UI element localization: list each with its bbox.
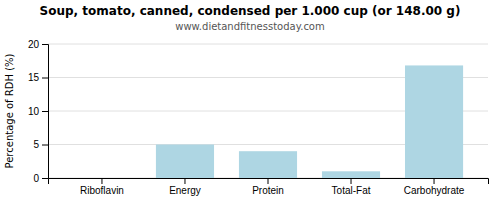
chart: Soup, tomato, canned, condensed per 1.00… [0, 0, 500, 200]
y-tick-label: 15 [28, 72, 40, 83]
x-tick-label: Energy [169, 185, 201, 196]
y-tick-mark [42, 111, 48, 112]
y-tick-mark [42, 44, 48, 45]
x-tick-mark [434, 178, 435, 184]
bar [73, 178, 131, 179]
bar [239, 151, 297, 178]
y-tick-mark [42, 78, 48, 79]
y-tick-label: 5 [33, 139, 39, 150]
bars [156, 65, 463, 178]
subtitle: www.dietandfitnesstoday.com [175, 21, 324, 32]
x-tick: Riboflavin [80, 178, 124, 196]
x-tick-mark [351, 178, 352, 184]
y-tick-label: 10 [28, 106, 40, 117]
x-tick-mark [184, 178, 185, 184]
x-tick: Energy [169, 178, 201, 196]
x-axis: Riboflavin Energy Protein Total-Fat Carbohyd… [49, 178, 489, 196]
x-tick-mark [268, 178, 269, 184]
plot: Riboflavin Energy Protein Total-Fat Carbohyd… [28, 39, 489, 196]
grid-line [48, 44, 488, 45]
grid [48, 44, 488, 178]
bar [405, 65, 463, 178]
y-tick-mark [42, 145, 48, 146]
y-axis: 0 5 10 15 20 [28, 39, 49, 184]
bar [322, 171, 380, 178]
title: Soup, tomato, canned, condensed per 1.00… [40, 4, 461, 18]
x-tick-label: Total-Fat [332, 185, 371, 196]
x-tick: Total-Fat [332, 178, 371, 196]
x-tick: Carbohydrate [404, 178, 465, 196]
y-tick: 15 [28, 72, 48, 83]
x-tick-label: Riboflavin [80, 185, 124, 196]
x-tick-label: Protein [252, 185, 284, 196]
y-axis-line [42, 45, 49, 179]
y-tick-label: 20 [28, 39, 40, 50]
bar [156, 145, 214, 179]
y-tick-mark [42, 178, 48, 179]
y-tick-label: 0 [33, 173, 39, 184]
y-tick: 0 [33, 173, 48, 184]
x-tick-label: Carbohydrate [404, 185, 465, 196]
x-tick: Protein [252, 178, 284, 196]
x-tick-mark [101, 178, 102, 184]
y-tick: 5 [33, 139, 48, 150]
x-axis-line [49, 179, 489, 185]
y-tick: 20 [28, 39, 48, 50]
y-axis-title: Percentage of RDH (%) [4, 53, 15, 168]
y-tick: 10 [28, 106, 48, 117]
